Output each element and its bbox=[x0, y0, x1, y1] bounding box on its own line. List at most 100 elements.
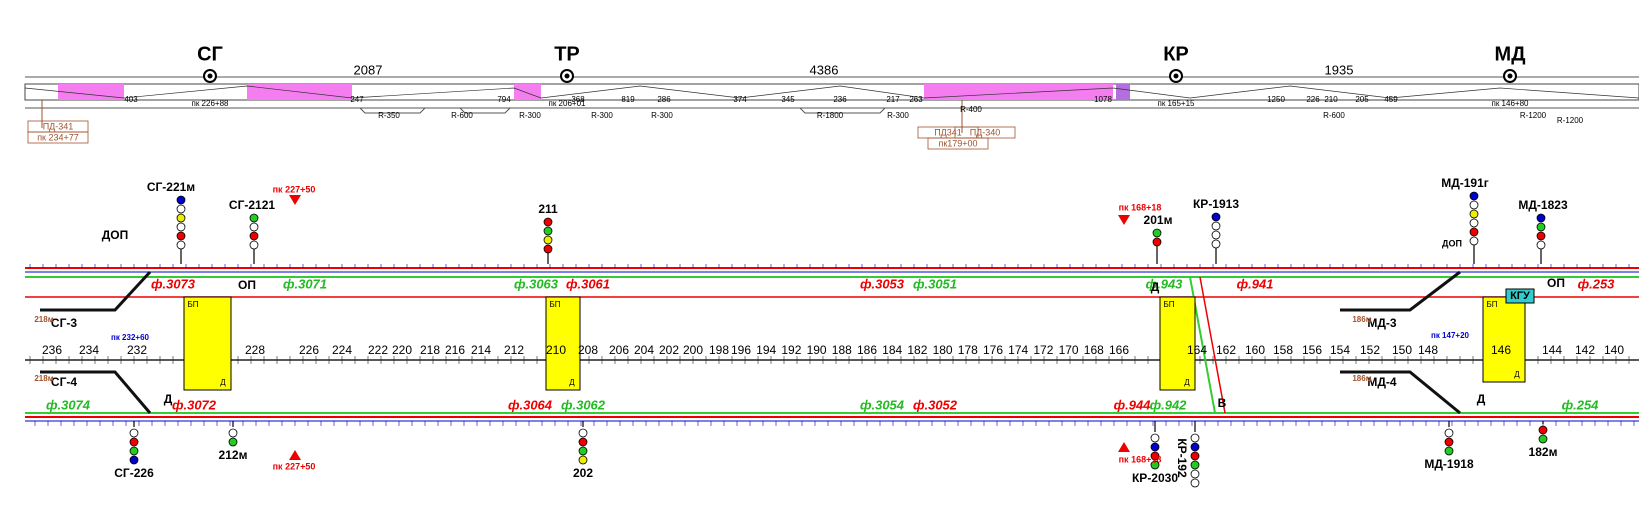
signal-name: СГ-226 bbox=[114, 466, 154, 480]
picket: пк 206+01 bbox=[549, 99, 587, 108]
km-label: 172 bbox=[1033, 343, 1053, 357]
km-label: 140 bbox=[1604, 343, 1624, 357]
signal-light bbox=[1469, 227, 1479, 237]
km-label: 214 bbox=[471, 343, 491, 357]
picket-arrow bbox=[289, 450, 301, 460]
mark-label: ДОП bbox=[1442, 238, 1462, 248]
km-label: 206 bbox=[609, 343, 629, 357]
curve-radius: R-1200 bbox=[1557, 116, 1584, 125]
feeder-label: ф.3074 bbox=[46, 397, 91, 412]
signal-name: МД-191г bbox=[1441, 176, 1489, 190]
mark-label: ДОП bbox=[102, 228, 129, 242]
box-label: БП bbox=[188, 300, 199, 309]
signal-light bbox=[228, 437, 238, 447]
feeder-label: ф.942 bbox=[1150, 397, 1188, 412]
km-label: 232 bbox=[127, 343, 147, 357]
signal-light bbox=[1536, 222, 1546, 232]
km-label: 146 bbox=[1491, 343, 1511, 357]
mark-label: СГ-4 bbox=[51, 375, 77, 389]
box-label: БП bbox=[550, 300, 561, 309]
segment-length: 263 bbox=[909, 95, 923, 104]
profile-band bbox=[24, 76, 1639, 133]
signal-light bbox=[176, 204, 186, 214]
box-label: БП bbox=[1487, 300, 1498, 309]
distance: 1935 bbox=[1325, 62, 1354, 77]
picket: пк 226+88 bbox=[192, 99, 230, 108]
signal-name: КР-192 bbox=[1175, 438, 1189, 478]
feeder-label: ф.3062 bbox=[561, 397, 606, 412]
mark-label: МД-4 bbox=[1367, 375, 1397, 389]
station-mark bbox=[1173, 73, 1179, 79]
km-label: 216 bbox=[445, 343, 465, 357]
segment-length: 210 bbox=[1324, 95, 1338, 104]
signal-light bbox=[176, 240, 186, 250]
signal-light bbox=[1190, 478, 1200, 488]
signal-name: 201м bbox=[1144, 213, 1173, 227]
mark-label: ОП bbox=[1547, 276, 1565, 290]
segment-length: 459 bbox=[1384, 95, 1398, 104]
segment-length: 794 bbox=[497, 95, 511, 104]
km-label: 212 bbox=[504, 343, 524, 357]
km-label: 210 bbox=[546, 343, 566, 357]
box-label: Д bbox=[1514, 370, 1520, 379]
signal-light bbox=[1444, 446, 1454, 456]
feeder-label: ф.3073 bbox=[151, 276, 196, 291]
segment-length: 217 bbox=[886, 95, 900, 104]
post-label: ПД341 bbox=[934, 127, 962, 137]
segment-length: 1250 bbox=[1267, 95, 1285, 104]
post-frame bbox=[27, 131, 89, 144]
station-name: МД bbox=[1495, 43, 1526, 65]
signal-name: КР-2030 bbox=[1132, 471, 1178, 485]
curve-radius: R-1800 bbox=[817, 111, 844, 120]
signal-light bbox=[176, 213, 186, 223]
mark-label: Д bbox=[1151, 280, 1160, 294]
signal-light bbox=[578, 455, 588, 465]
mark-label: КГУ bbox=[1510, 290, 1530, 302]
signal-light bbox=[129, 446, 139, 456]
km-label: 164 bbox=[1187, 343, 1207, 357]
signal-light bbox=[129, 455, 139, 465]
kgu-box bbox=[1505, 288, 1535, 304]
curve-radius: R-600 bbox=[1323, 111, 1345, 120]
km-label: 186 bbox=[857, 343, 877, 357]
km-label: 166 bbox=[1109, 343, 1129, 357]
segment-length: 286 bbox=[657, 95, 671, 104]
signal-light bbox=[1211, 221, 1221, 231]
mark-label: 186м bbox=[1352, 315, 1371, 324]
feeder-label: ф.254 bbox=[1562, 397, 1600, 412]
box-label: Д bbox=[220, 378, 226, 387]
signal-light bbox=[1469, 191, 1479, 201]
block-post bbox=[1482, 296, 1526, 383]
signal-light bbox=[129, 437, 139, 447]
signal-name: МД-1918 bbox=[1424, 457, 1474, 471]
signal-light bbox=[1190, 469, 1200, 479]
station-mark bbox=[207, 73, 213, 79]
picket: пк 146+80 bbox=[1492, 99, 1530, 108]
segment-length: 226 bbox=[1306, 95, 1320, 104]
signal-light bbox=[1190, 451, 1200, 461]
km-label: 236 bbox=[42, 343, 62, 357]
feeder-label: ф.3052 bbox=[913, 397, 958, 412]
signal-light bbox=[1190, 460, 1200, 470]
mark-label: ОП bbox=[238, 278, 256, 292]
signal-light bbox=[249, 213, 259, 223]
signal-name: МД-1823 bbox=[1518, 198, 1568, 212]
picket-label: пк 168+18 bbox=[1119, 202, 1162, 212]
picket-arrow bbox=[1118, 215, 1130, 225]
mark-label: СГ-3 bbox=[51, 316, 77, 330]
km-label: 196 bbox=[731, 343, 751, 357]
signal-name: 202 bbox=[573, 466, 593, 480]
segment-length: 205 bbox=[1355, 95, 1369, 104]
km-label: 198 bbox=[709, 343, 729, 357]
signal-light bbox=[249, 240, 259, 250]
signal-light bbox=[543, 226, 553, 236]
signal-light bbox=[1536, 231, 1546, 241]
station-name: КР bbox=[1163, 43, 1189, 65]
signal-light bbox=[1538, 425, 1548, 435]
mark-label: В bbox=[1218, 396, 1227, 410]
km-label: 148 bbox=[1418, 343, 1438, 357]
signal-light bbox=[1150, 442, 1160, 452]
picket-label: пк 168+18 bbox=[1119, 454, 1162, 464]
km-label: 224 bbox=[332, 343, 352, 357]
